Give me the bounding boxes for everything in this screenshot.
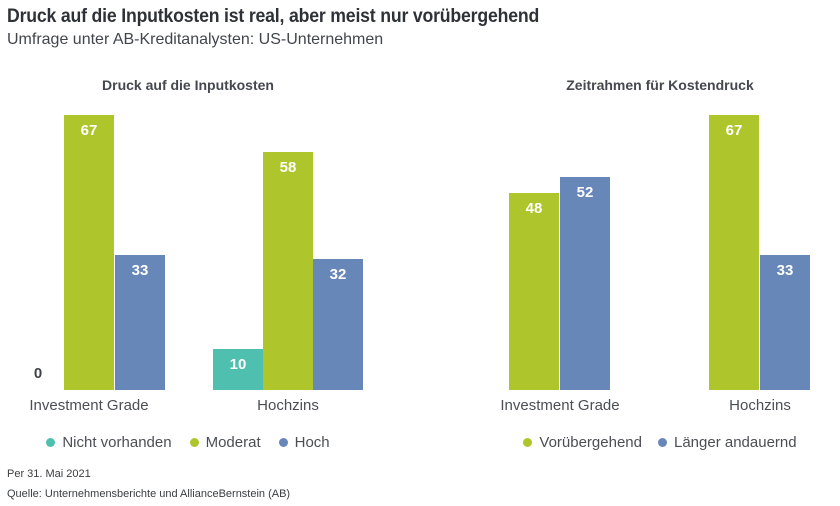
category-label: Hochzins (257, 397, 319, 414)
figure-title: Druck auf die Inputkosten ist real, aber… (7, 6, 540, 27)
legend-dot-icon (46, 438, 56, 447)
bar-value-label: 48 (525, 200, 543, 218)
figure-subtitle: Umfrage unter AB-Kreditanalysten: US-Unt… (7, 31, 384, 48)
bar-value-label: 58 (279, 159, 297, 177)
legend-item: Länger andauernd (657, 434, 797, 451)
legend-item: Nicht vorhanden (46, 434, 172, 451)
bar-value-label: 52 (576, 183, 594, 201)
bar-value-label: 10 (229, 356, 247, 373)
bar: 33 (115, 254, 165, 390)
bar: 67 (64, 115, 114, 390)
bar-value-label: 32 (329, 265, 347, 283)
legend-dot-icon (657, 438, 667, 447)
category-label: Hochzins (729, 397, 791, 414)
bar: 48 (509, 193, 559, 390)
right-chart-legend: Vorübergehend Länger andauernd (460, 434, 840, 451)
category-label: Investment Grade (29, 397, 149, 414)
legend-label: Moderat (205, 434, 261, 451)
legend-dot-icon (189, 438, 199, 447)
zero-value-label: 0 (33, 365, 43, 382)
bar-value-label: 67 (725, 122, 743, 140)
bar: 32 (313, 258, 363, 390)
legend-item: Moderat (189, 434, 261, 451)
left-chart-legend: Nicht vorhanden Moderat Hoch (13, 434, 363, 451)
bar-value-label: 33 (776, 261, 794, 279)
bar-value-label: 33 (131, 261, 149, 279)
bar-value-label: 67 (80, 122, 98, 140)
bar: 52 (560, 176, 610, 390)
as-of-date: Per 31. Mai 2021 (7, 468, 91, 480)
legend-label: Hoch (294, 434, 330, 451)
bar: 58 (263, 152, 313, 390)
left-chart-title: Druck auf die Inputkosten (102, 77, 274, 93)
right-chart-title: Zeitrahmen für Kostendruck (566, 77, 754, 93)
legend-dot-icon (278, 438, 288, 447)
legend-label: Nicht vorhanden (62, 434, 172, 451)
bar: 33 (760, 254, 810, 390)
bar: 67 (709, 115, 759, 390)
legend-label: Vorübergehend (539, 434, 642, 451)
legend-item: Hoch (278, 434, 330, 451)
legend-label: Länger andauernd (673, 434, 797, 451)
legend-item: Vorübergehend (523, 434, 642, 451)
category-label: Investment Grade (500, 397, 620, 414)
source-note: Quelle: Unternehmensberichte und Allianc… (7, 488, 291, 500)
bar: 10 (213, 349, 263, 390)
legend-dot-icon (523, 438, 533, 447)
plot-area: 0 10 67 58 33 32 48 67 52 33 (0, 103, 840, 390)
